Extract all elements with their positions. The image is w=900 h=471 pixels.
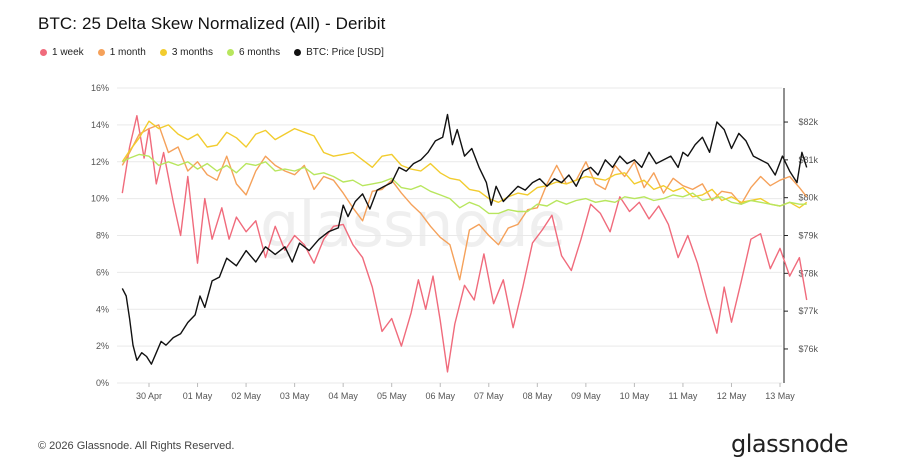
- y-right-tick-label: $76k: [798, 344, 818, 354]
- x-tick-label: 09 May: [571, 391, 601, 401]
- legend-item-1-week[interactable]: 1 week: [40, 47, 84, 58]
- x-tick-label: 05 May: [377, 391, 407, 401]
- legend: 1 week 1 month 3 months 6 months BTC: Pr…: [40, 47, 384, 58]
- legend-label: BTC: Price [USD]: [306, 47, 384, 58]
- y-left-tick-label: 8%: [96, 231, 109, 241]
- y-right-tick-label: $81k: [798, 155, 818, 165]
- legend-item-1-month[interactable]: 1 month: [97, 47, 146, 58]
- legend-item-6-months[interactable]: 6 months: [226, 47, 281, 58]
- y-right-tick-label: $80k: [798, 193, 818, 203]
- y-right-tick-label: $77k: [798, 306, 818, 316]
- x-tick-label: 10 May: [620, 391, 650, 401]
- x-tick-label: 07 May: [474, 391, 504, 401]
- y-left-tick-label: 14%: [91, 120, 109, 130]
- x-tick-label: 01 May: [183, 391, 213, 401]
- x-tick-label: 04 May: [328, 391, 358, 401]
- series-line-1-week: [121, 114, 808, 373]
- y-left-tick-label: 6%: [96, 267, 109, 277]
- y-left-tick-label: 4%: [96, 304, 109, 314]
- legend-label: 1 month: [109, 47, 146, 58]
- legend-dot-icon: [159, 49, 167, 56]
- y-right-tick-label: $79k: [798, 231, 818, 241]
- x-tick-label: 12 May: [717, 391, 747, 401]
- x-tick-label: 03 May: [280, 391, 310, 401]
- chart-title: BTC: 25 Delta Skew Normalized (All) - De…: [38, 14, 386, 33]
- legend-dot-icon: [40, 49, 47, 56]
- x-tick-label: 30 Apr: [136, 391, 162, 401]
- y-left-tick-label: 10%: [91, 194, 109, 204]
- series-line-btc-price-usd: [121, 113, 808, 365]
- x-tick-label: 06 May: [425, 391, 455, 401]
- legend-item-btc-price[interactable]: BTC: Price [USD]: [294, 47, 384, 58]
- copyright-text: © 2026 Glassnode. All Rights Reserved.: [38, 440, 235, 452]
- series-line-1-month: [121, 124, 808, 281]
- y-right-tick-label: $78k: [798, 268, 818, 278]
- y-left-tick-label: 2%: [96, 341, 109, 351]
- legend-dot-icon: [97, 49, 105, 56]
- legend-item-3-months[interactable]: 3 months: [159, 47, 213, 58]
- y-left-tick-label: 16%: [91, 83, 109, 93]
- legend-label: 1 week: [52, 47, 84, 58]
- x-tick-label: 02 May: [231, 391, 261, 401]
- legend-label: 3 months: [171, 47, 213, 58]
- y-right-tick-label: $82k: [798, 117, 818, 127]
- legend-dot-icon: [294, 49, 302, 56]
- x-tick-label: 08 May: [523, 391, 553, 401]
- x-tick-label: 11 May: [669, 391, 698, 401]
- series-line-6-months: [121, 153, 807, 215]
- y-left-tick-label: 12%: [91, 157, 109, 167]
- legend-label: 6 months: [238, 47, 281, 58]
- brand-logo: glassnode: [730, 430, 849, 458]
- y-left-tick-label: 0%: [96, 378, 109, 388]
- legend-dot-icon: [226, 49, 234, 56]
- x-tick-label: 13 May: [765, 391, 795, 401]
- series-line-3-months: [121, 120, 808, 209]
